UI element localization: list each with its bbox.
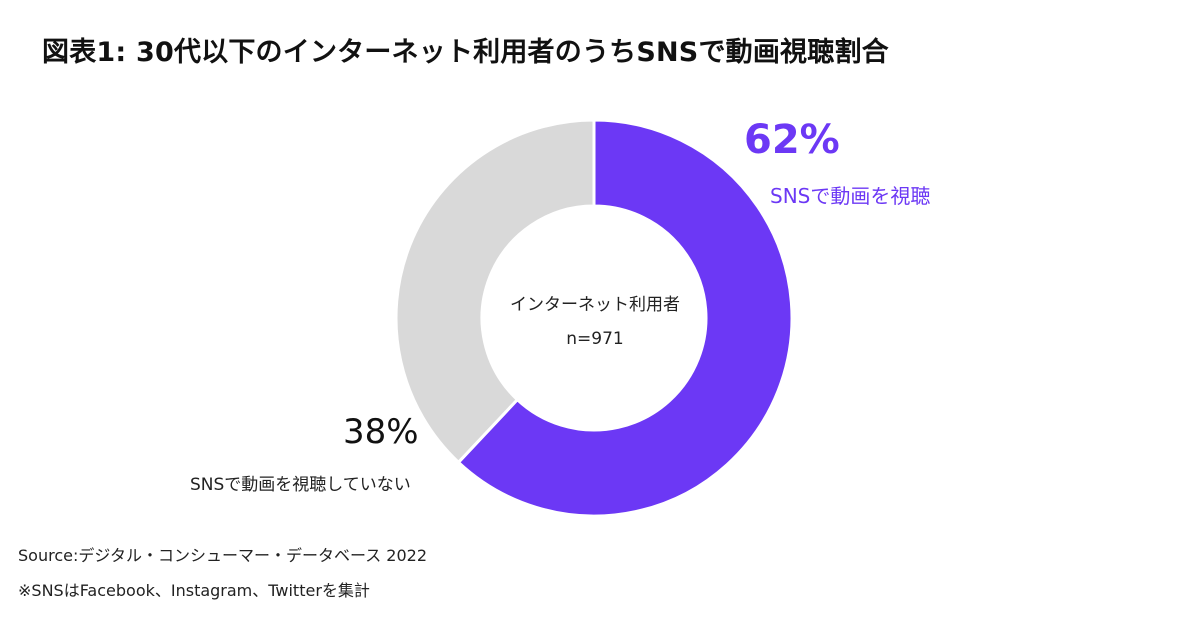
slice-percent-viewing: 62% [744, 117, 840, 163]
center-sample-size: n=971 [566, 329, 624, 349]
slice-sns-video-not-viewing [394, 118, 596, 465]
chart-title: 図表1: 30代以下のインターネット利用者のうちSNSで動画視聴割合 [42, 37, 889, 68]
slice-label-not-viewing: SNSで動画を視聴していない [190, 475, 411, 495]
source-note: Source:デジタル・コンシューマー・データベース 2022 [18, 546, 428, 565]
donut-center-label: インターネット利用者 n=971 [490, 288, 700, 356]
slice-sns-video-viewing [456, 118, 794, 518]
slice-label-viewing: SNSで動画を視聴 [770, 184, 931, 208]
center-title: インターネット利用者 [510, 295, 680, 315]
slice-percent-not-viewing: 38% [343, 412, 419, 452]
footnote: ※SNSはFacebook、Instagram、Twitterを集計 [18, 581, 370, 600]
